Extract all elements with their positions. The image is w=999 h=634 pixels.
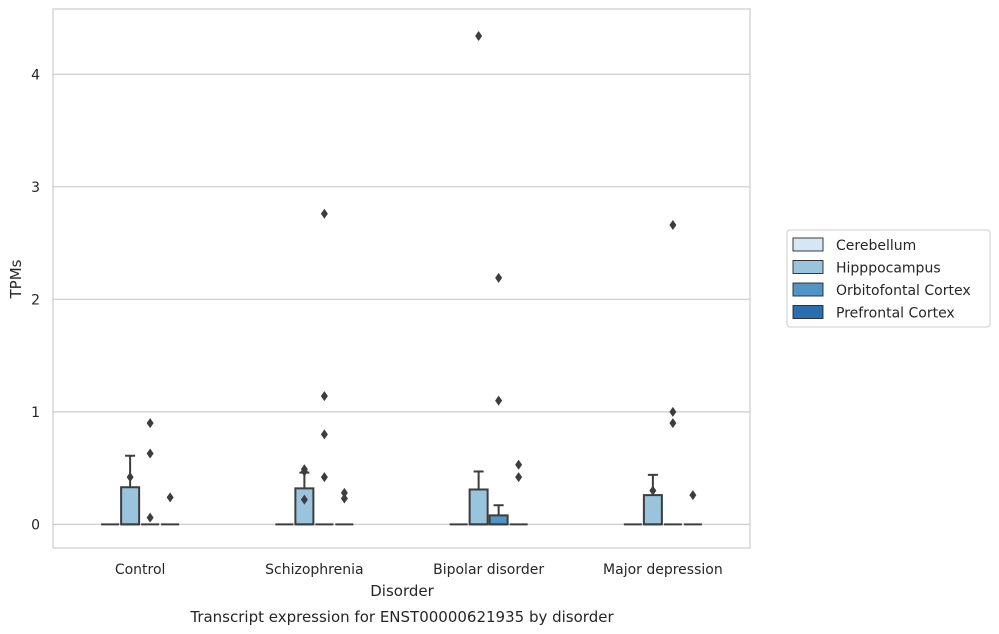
legend-entry: Prefrontal Cortex: [836, 306, 955, 322]
box-hipppocampus: [468, 31, 489, 526]
y-tick-label: 4: [31, 67, 40, 83]
box-body: [642, 494, 663, 526]
legend-swatch: [792, 282, 824, 297]
outlier-point: [669, 418, 677, 429]
x-tick-label: Bipolar disorder: [433, 562, 544, 578]
outlier-point: [340, 487, 348, 498]
chart-caption: Transcript expression for ENST0000062193…: [189, 608, 614, 626]
outlier-point: [320, 472, 328, 483]
legend-entry: Cerebellum: [836, 238, 916, 254]
x-tick-label: Control: [115, 562, 166, 578]
x-tick-label: Major depression: [603, 562, 723, 578]
legend-swatch: [792, 305, 824, 319]
box-prefrontal-cortex: [509, 459, 528, 526]
outlier-point: [669, 406, 677, 417]
box-prefrontal-cortex: [335, 487, 354, 526]
x-axis-label: Disorder: [370, 582, 434, 600]
y-tick-label: 1: [31, 405, 40, 421]
box-body: [120, 486, 141, 526]
plot-frame: [52, 8, 751, 549]
box-body: [468, 488, 489, 526]
box-prefrontal-cortex: [683, 490, 702, 526]
outlier-point: [166, 492, 174, 503]
box-hipppocampus: [642, 473, 663, 526]
box-hipppocampus: [120, 454, 141, 526]
outlier-point: [495, 272, 503, 283]
outlier-point: [300, 494, 308, 505]
box-body: [294, 487, 315, 526]
outlier-point: [649, 485, 657, 496]
outlier-point: [689, 490, 697, 501]
legend-entry: Orbitofontal Cortex: [836, 283, 971, 299]
outlier-point: [146, 418, 154, 429]
outlier-point: [340, 493, 348, 504]
box-hipppocampus: [294, 464, 315, 526]
y-tick-labels: 0 1 2 3 4: [31, 67, 40, 533]
outlier-point: [320, 208, 328, 219]
outlier-point: [126, 472, 134, 483]
box-orbitofontal-cortex: [663, 220, 682, 526]
y-axis-label: TPMs: [7, 259, 25, 299]
gridlines: [53, 73, 750, 525]
outlier-point: [669, 220, 677, 231]
legend-entry: Hipppocampus: [836, 261, 941, 277]
legend-swatch: [792, 260, 824, 274]
outlier-point: [320, 429, 328, 440]
x-tick-labels: Control Schizophrenia Bipolar disorder Majo…: [115, 562, 723, 578]
y-tick-label: 0: [31, 517, 40, 533]
box-orbitofontal-cortex: [488, 272, 509, 526]
outlier-point: [515, 472, 523, 483]
legend-swatch: [792, 237, 824, 252]
box-body: [488, 514, 509, 526]
outlier-point: [300, 464, 308, 475]
outlier-point: [146, 448, 154, 459]
box-orbitofontal-cortex: [315, 208, 334, 526]
outlier-point: [146, 512, 154, 523]
x-tick-label: Schizophrenia: [265, 562, 363, 578]
legend: Cerebellum Hipppocampus Orbitofontal Corte…: [786, 229, 991, 328]
y-tick-label: 2: [31, 292, 40, 308]
y-tick-label: 3: [31, 180, 40, 196]
legend-frame: [786, 229, 991, 328]
outlier-point: [320, 391, 328, 402]
boxes: [101, 31, 702, 526]
outlier-point: [495, 395, 503, 406]
outlier-point: [515, 459, 523, 470]
outlier-point: [475, 31, 483, 42]
box-orbitofontal-cortex: [141, 418, 160, 526]
box-prefrontal-cortex: [161, 492, 180, 526]
